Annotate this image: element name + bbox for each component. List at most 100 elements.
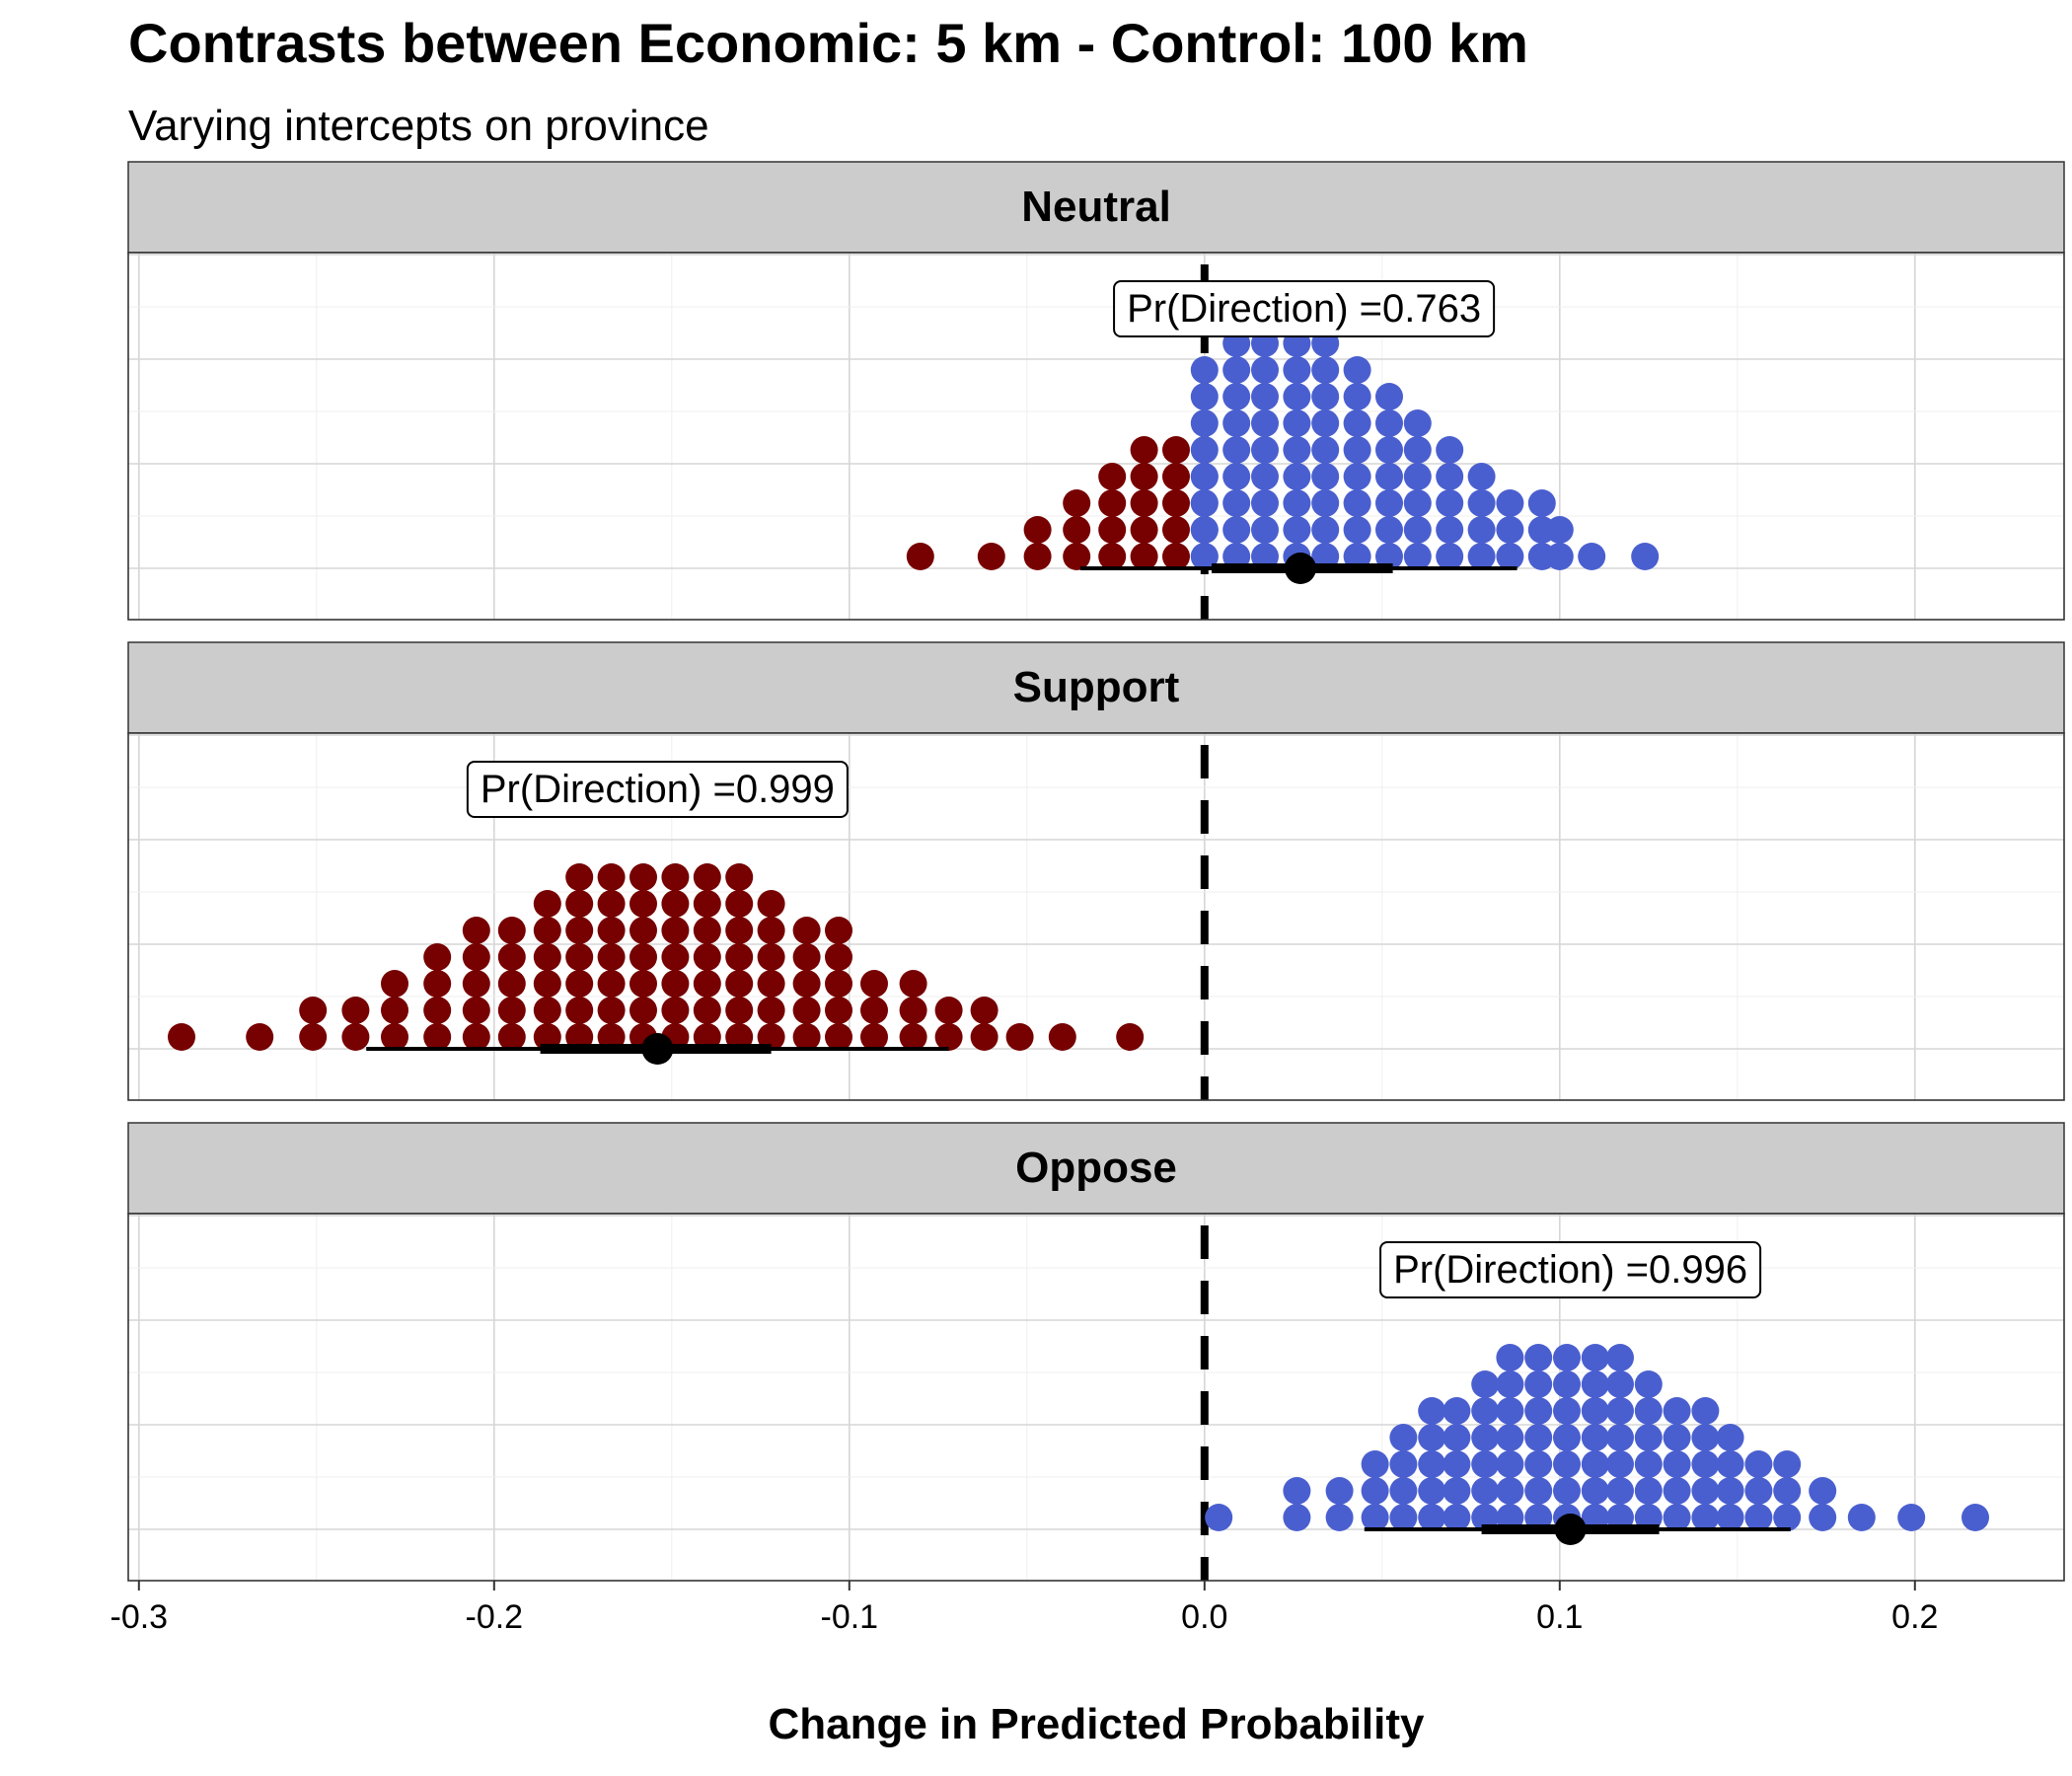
posterior-draw-dot [934, 1023, 963, 1051]
posterior-draw-dot [970, 997, 999, 1024]
posterior-draw-dot [693, 970, 721, 998]
posterior-draw-dot [1418, 1450, 1446, 1478]
posterior-draw-dot [565, 997, 594, 1024]
posterior-draw-dot [629, 943, 657, 971]
posterior-draw-dot [1744, 1477, 1773, 1505]
posterior-draw-dot [1311, 463, 1340, 490]
posterior-draw-dot [381, 970, 408, 998]
posterior-draw-dot [1130, 543, 1158, 570]
posterior-draw-dot [629, 970, 657, 998]
posterior-draw-dot [1130, 463, 1158, 490]
posterior-draw-dot [825, 1023, 852, 1051]
pr-direction-text: Pr(Direction) =0.996 [1393, 1248, 1747, 1292]
facet-strip [127, 161, 2065, 254]
posterior-draw-dot [1524, 1424, 1553, 1451]
chart-title: Contrasts between Economic: 5 km - Contr… [128, 12, 1528, 74]
posterior-draw-dot [629, 997, 657, 1024]
point-estimate [641, 1033, 674, 1065]
posterior-draw-dot [1251, 489, 1279, 517]
x-tick-label: 0.1 [1536, 1598, 1583, 1636]
posterior-draw-dot [1606, 1344, 1634, 1371]
dot-stacks [168, 863, 1145, 1051]
pr-direction-box [466, 761, 849, 818]
posterior-draw-dot [1418, 1477, 1446, 1505]
posterior-draw-dot [1634, 1477, 1663, 1505]
pr-direction-label: Pr(Direction) =0.996 [1379, 1241, 1762, 1298]
posterior-draw-dot [1063, 489, 1091, 517]
posterior-draw-dot [1496, 489, 1524, 517]
posterior-draw-dot [462, 970, 490, 998]
posterior-draw-dot [341, 1023, 370, 1051]
posterior-draw-dot [1311, 436, 1340, 464]
x-axis: -0.3 -0.2 -0.1 0.0 0.1 0.2 [111, 1581, 1938, 1636]
posterior-draw-dot [1311, 516, 1340, 544]
posterior-draw-dot [1190, 436, 1219, 464]
posterior-draw-dot [825, 943, 852, 971]
posterior-draw-dot [1467, 543, 1496, 570]
posterior-draw-dot [1663, 1477, 1691, 1505]
posterior-draw-dot [1606, 1477, 1634, 1505]
posterior-draw-dot [1343, 383, 1371, 410]
posterior-draw-dot [533, 970, 561, 998]
posterior-draw-dot [341, 997, 370, 1024]
posterior-draw-dot [1716, 1504, 1744, 1531]
posterior-draw-dot [1375, 516, 1403, 544]
posterior-draw-dot [565, 943, 594, 971]
posterior-draw-dot [792, 1023, 821, 1051]
facet-support: Support Pr(Direction) =0.999 [127, 641, 2065, 1101]
posterior-draw-dot [1162, 489, 1190, 517]
posterior-draw-dot [1744, 1450, 1773, 1478]
posterior-draw-dot [497, 970, 526, 998]
posterior-draw-dot [1471, 1424, 1500, 1451]
posterior-draw-dot [1436, 489, 1464, 517]
posterior-draw-dot [1471, 1450, 1500, 1478]
posterior-draw-dot [1809, 1477, 1837, 1505]
posterior-draw-dot [693, 917, 721, 944]
x-tick-label: 0.0 [1181, 1598, 1227, 1636]
posterior-draw-dot [1283, 356, 1311, 384]
posterior-draw-dot [565, 890, 594, 918]
posterior-draw-dot [1496, 516, 1524, 544]
posterior-draw-dot [1190, 356, 1219, 384]
posterior-draw-dot [1190, 383, 1219, 410]
posterior-draw-dot [1222, 463, 1251, 490]
posterior-draw-dot [725, 997, 754, 1024]
posterior-draw-dot [1098, 489, 1127, 517]
posterior-draw-dot [1251, 383, 1279, 410]
x-axis-label: Change in Predicted Probability [768, 1700, 1425, 1748]
posterior-draw-dot [1631, 543, 1660, 570]
posterior-draw-dot [597, 997, 626, 1024]
posterior-draw-dot [1545, 516, 1574, 544]
posterior-draw-dot [1311, 383, 1340, 410]
posterior-draw-dot [1471, 1477, 1500, 1505]
posterior-draw-dot [1581, 1370, 1609, 1398]
posterior-draw-dot [1283, 436, 1311, 464]
posterior-draw-dot [533, 917, 561, 944]
posterior-draw-dot [1471, 1370, 1500, 1398]
posterior-draw-dot [825, 970, 852, 998]
posterior-draw-dot [906, 543, 934, 570]
posterior-draw-dot [1471, 1397, 1500, 1425]
posterior-draw-dot [1634, 1370, 1663, 1398]
posterior-draw-dot [497, 1023, 526, 1051]
posterior-draw-dot [1403, 463, 1432, 490]
facet-strip-label: Neutral [1021, 183, 1171, 231]
posterior-draw-dot [757, 890, 785, 918]
posterior-draw-dot [1961, 1504, 1989, 1531]
posterior-draw-dot [1496, 1424, 1524, 1451]
posterior-draw-dot [1311, 489, 1340, 517]
posterior-draw-dot [497, 997, 526, 1024]
posterior-draw-dot [1311, 409, 1340, 437]
posterior-draw-dot [1325, 1504, 1354, 1531]
posterior-draw-dot [1283, 516, 1311, 544]
posterior-draw-dot [1496, 1450, 1524, 1478]
x-tick-label: -0.3 [111, 1598, 169, 1636]
posterior-draw-dot [1389, 1477, 1418, 1505]
posterior-draw-dot [1606, 1397, 1634, 1425]
posterior-draw-dot [1063, 543, 1091, 570]
posterior-draw-dot [597, 943, 626, 971]
posterior-draw-dot [1691, 1477, 1720, 1505]
posterior-draw-dot [860, 997, 888, 1024]
posterior-draw-dot [1553, 1370, 1581, 1398]
posterior-draw-dot [1773, 1504, 1802, 1531]
